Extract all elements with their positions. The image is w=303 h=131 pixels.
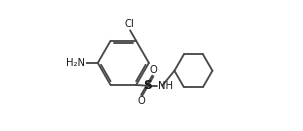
Text: O: O <box>138 96 145 106</box>
Text: O: O <box>149 65 157 75</box>
Text: H₂N: H₂N <box>66 58 85 68</box>
Text: S: S <box>143 79 152 92</box>
Text: NH: NH <box>158 81 173 91</box>
Text: Cl: Cl <box>125 19 134 29</box>
